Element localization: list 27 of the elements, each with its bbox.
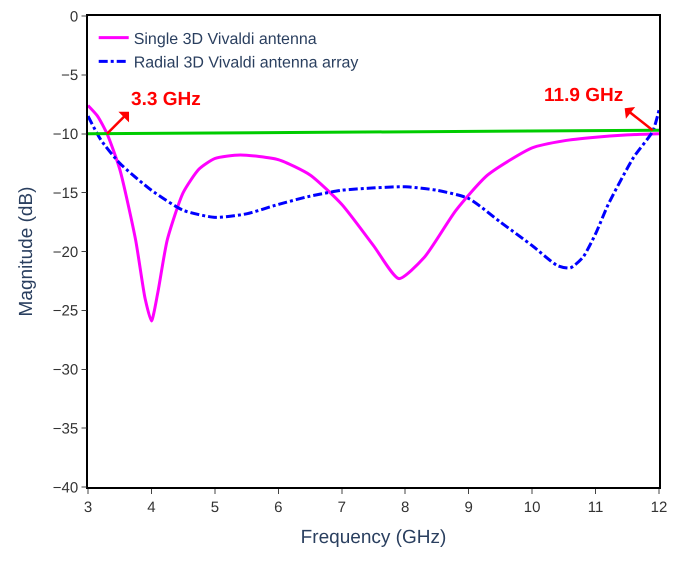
legend-label: Radial 3D Vivaldi antenna array (134, 54, 358, 72)
line-series (88, 104, 659, 322)
x-tick-label: 6 (274, 498, 282, 516)
x-tick-label: 10 (524, 498, 540, 516)
x-tick-label: 9 (464, 498, 473, 516)
x-tick-label: 11 (588, 498, 604, 516)
y-tick-label: −30 (52, 362, 78, 378)
x-tick-label: 7 (338, 498, 346, 516)
x-tick-label: 4 (147, 498, 156, 516)
y-tick-label: −5 (61, 67, 78, 84)
annotation: 3.3 GHz (131, 89, 201, 110)
y-tick-label: −20 (52, 244, 78, 261)
line-series (88, 108, 659, 270)
annotation: 11.9 GHz (544, 85, 624, 106)
x-axis-title: Frequency (GHz) (300, 527, 446, 548)
x-tick-label: 12 (650, 498, 668, 516)
x-tick-label: 5 (210, 498, 220, 516)
x-tick-label: 8 (401, 498, 410, 516)
y-axis-title: Magnitude (dB) (16, 186, 38, 316)
y-tick-label: −10 (52, 126, 78, 143)
y-tick-label: 0 (70, 8, 78, 26)
y-tick-label: −25 (52, 302, 78, 320)
legend-label: Single 3D Vivaldi antenna (134, 30, 317, 48)
y-tick-label: −40 (52, 479, 78, 496)
y-tick-label: −35 (52, 420, 78, 438)
y-tick-label: −15 (52, 184, 78, 202)
x-tick-label: 3 (84, 498, 92, 516)
